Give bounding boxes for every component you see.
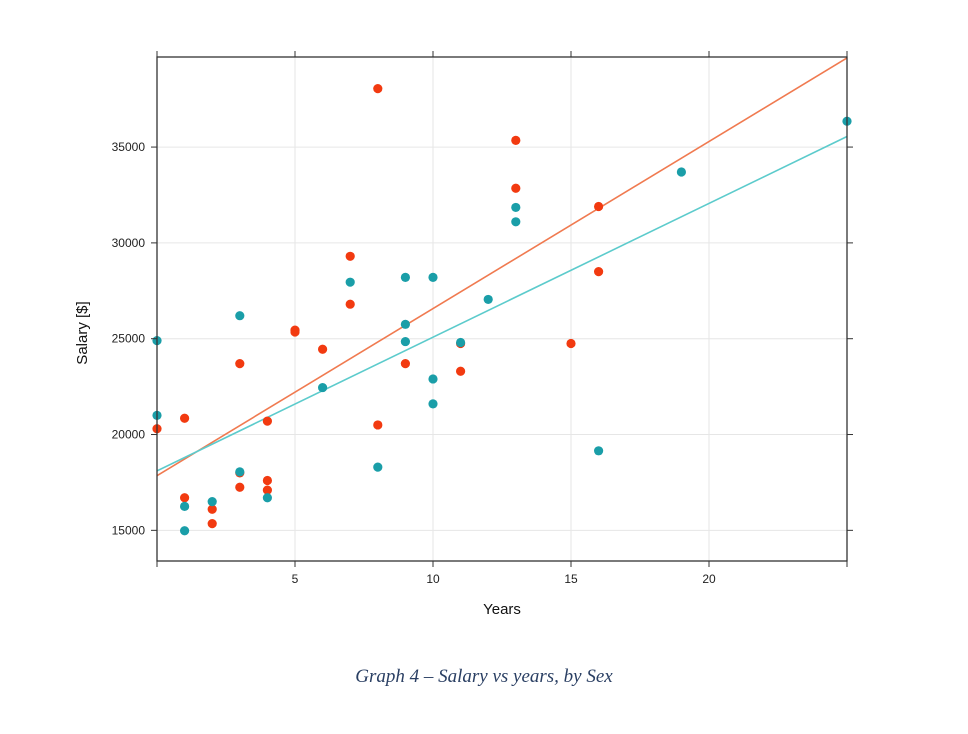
data-point xyxy=(456,366,466,376)
data-point xyxy=(180,493,190,503)
data-point xyxy=(180,413,190,423)
data-point xyxy=(456,337,466,348)
data-point xyxy=(262,416,272,426)
data-point xyxy=(318,382,328,393)
data-point xyxy=(318,344,328,354)
data-point xyxy=(235,311,245,321)
data-point xyxy=(400,359,410,369)
y-tick-label: 35000 xyxy=(112,140,146,154)
fit-lines xyxy=(157,57,848,477)
data-point xyxy=(400,336,410,347)
x-axis-title: Years xyxy=(483,601,521,618)
data-point xyxy=(373,84,383,94)
data-point xyxy=(511,217,521,227)
axis-ticks: 5 10 15 20 15000 20000 25000 30000 35000 xyxy=(112,51,853,586)
data-point xyxy=(676,167,687,177)
data-point xyxy=(594,446,604,456)
data-point xyxy=(180,501,190,511)
data-point xyxy=(345,299,355,309)
scatter-chart: 5 10 15 20 15000 20000 25000 30000 35000 Years S… xyxy=(74,51,853,618)
x-tick-label: 10 xyxy=(426,572,440,586)
data-point xyxy=(262,475,272,486)
y-axis-title: Salary [$] xyxy=(74,301,91,364)
data-point xyxy=(345,251,355,261)
data-point xyxy=(511,135,521,145)
data-point xyxy=(428,399,438,409)
fit-line xyxy=(157,135,848,472)
data-point xyxy=(483,294,493,305)
x-tick-label: 15 xyxy=(564,572,578,586)
x-tick-label: 20 xyxy=(702,572,716,586)
y-tick-label: 30000 xyxy=(112,236,146,250)
data-point xyxy=(262,485,272,495)
y-tick-label: 20000 xyxy=(112,428,146,442)
y-tick-label: 25000 xyxy=(112,332,146,346)
data-point xyxy=(428,272,438,282)
data-point xyxy=(235,467,245,477)
data-point xyxy=(566,338,576,349)
plot-frame xyxy=(156,56,848,562)
data-point xyxy=(400,272,410,282)
figure-caption: Graph 4 – Salary vs years, by Sex xyxy=(355,666,613,687)
data-point xyxy=(400,319,410,329)
data-point xyxy=(373,462,383,472)
data-point xyxy=(207,519,217,529)
data-point xyxy=(594,267,604,277)
fit-line xyxy=(157,57,848,477)
x-tick-label: 5 xyxy=(292,572,299,586)
y-tick-label: 15000 xyxy=(112,523,146,537)
data-point xyxy=(235,482,245,492)
data-point xyxy=(511,183,521,193)
data-point xyxy=(373,420,383,430)
grid xyxy=(157,57,847,561)
data-point xyxy=(207,504,217,514)
data-point xyxy=(207,496,217,507)
data-point xyxy=(180,526,190,536)
data-point xyxy=(428,374,438,384)
data-point xyxy=(345,277,355,287)
data-point xyxy=(235,359,245,369)
data-point xyxy=(262,493,272,503)
data-point xyxy=(290,327,300,337)
data-point xyxy=(511,202,521,213)
data-point xyxy=(594,201,604,212)
data-points xyxy=(152,84,852,536)
